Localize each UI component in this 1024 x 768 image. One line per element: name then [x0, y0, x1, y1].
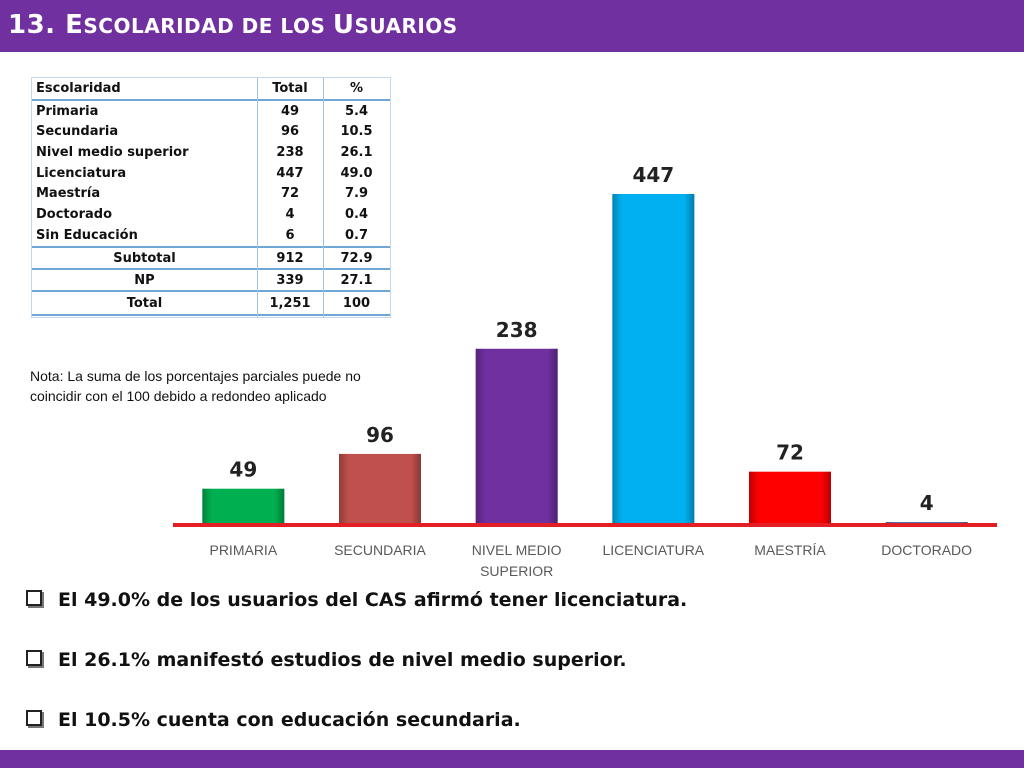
- table-rule: [32, 268, 390, 270]
- table-cell: Secundaria: [36, 124, 119, 139]
- data-label: 96: [366, 423, 394, 447]
- category-label-line: LICENCIATURA: [603, 542, 705, 558]
- table-cell: 6: [285, 228, 295, 243]
- table-cell: 447: [276, 166, 304, 181]
- table-cell: 72: [280, 186, 300, 201]
- table-cell: Doctorado: [36, 207, 112, 222]
- category-label: DOCTORADO: [881, 542, 972, 558]
- table-cell: 10.5: [340, 124, 373, 139]
- title-word: USUARIOS: [332, 10, 458, 40]
- bullet-item: El 26.1% manifestó estudios de nivel med…: [26, 649, 627, 671]
- table-header-cell: Escolaridad: [36, 81, 121, 96]
- table-cell: 0.4: [344, 207, 369, 222]
- data-label: 49: [229, 458, 257, 482]
- table-rule: [32, 246, 390, 248]
- bullet-text: El 26.1% manifestó estudios de nivel med…: [58, 649, 627, 671]
- table-rule: [32, 290, 390, 292]
- table-cell: 0.7: [344, 228, 369, 243]
- table-cell: Total: [126, 296, 163, 311]
- bar-shade: [202, 488, 285, 525]
- table-cell: NP: [134, 273, 155, 288]
- table-cell: 26.1: [340, 145, 373, 160]
- table-cell: 72.9: [340, 251, 373, 266]
- category-label: NIVEL MEDIO SUPERIOR: [472, 542, 562, 579]
- table-cell: Primaria: [36, 104, 99, 119]
- bar-shade: [749, 471, 831, 525]
- category-label: MAESTRÍA: [754, 542, 826, 558]
- rounding-note: Nota: La suma de los porcentajes parcial…: [30, 368, 361, 404]
- table-cell: Sin Educación: [36, 228, 138, 243]
- bullet-text: El 10.5% cuenta con educación secundaria…: [58, 709, 521, 731]
- label-group: 49 PRIMARIA 96 SECUNDARIA 238 NIVEL MEDIO SUPE…: [209, 163, 972, 579]
- table-cell: 1,251: [269, 296, 311, 311]
- table-cell: 4: [285, 207, 295, 222]
- table-column-rule: [257, 78, 258, 317]
- bar-shade: [339, 453, 421, 525]
- category-label: SECUNDARIA: [334, 542, 426, 558]
- table-cell: Licenciatura: [36, 166, 127, 181]
- bar-shade: [612, 194, 695, 525]
- table-cell: Subtotal: [113, 251, 176, 266]
- title-bar: 13. ESCOLARIDAD DE LOS USUARIOS: [0, 0, 1024, 52]
- table-rule: [32, 99, 390, 101]
- table-cell: 49: [280, 104, 300, 119]
- title-word: ESCOLARIDAD DE LOS: [65, 10, 333, 40]
- table-cell: 912: [276, 251, 304, 266]
- data-label: 238: [496, 318, 538, 342]
- bullet-item: El 10.5% cuenta con educación secundaria…: [26, 709, 521, 731]
- table-column-rule: [323, 78, 324, 317]
- category-label: LICENCIATURA: [603, 542, 705, 558]
- table-cell: Maestría: [36, 186, 101, 201]
- table-cell: 49.0: [340, 166, 373, 181]
- table-cell: Nivel medio superior: [36, 145, 189, 160]
- table-cell: 27.1: [340, 273, 373, 288]
- bar-shade: [475, 348, 558, 525]
- bullet-item: El 49.0% de los usuarios del CAS afirmó …: [26, 589, 687, 611]
- footer-bar: [0, 750, 1024, 768]
- table-rule: [32, 314, 390, 316]
- table-cell: 5.4: [344, 104, 369, 119]
- data-label: 72: [776, 441, 804, 465]
- category-label-line: MAESTRÍA: [754, 542, 826, 558]
- table-cell: 339: [276, 273, 304, 288]
- title-number: 13.: [8, 10, 56, 40]
- data-label: 4: [920, 491, 934, 515]
- education-table: Escolaridad Total % Primaria 49 5.4 Secu…: [31, 77, 391, 318]
- table-cell: 100: [342, 296, 371, 311]
- category-label-line: SUPERIOR: [480, 563, 553, 579]
- checkbox-icon: [26, 710, 42, 726]
- category-label-line: NIVEL MEDIO: [472, 542, 562, 558]
- page-title: 13. ESCOLARIDAD DE LOS USUARIOS: [8, 10, 458, 40]
- data-label: 447: [632, 163, 674, 187]
- table-cell: 96: [280, 124, 300, 139]
- category-label-line: PRIMARIA: [209, 542, 277, 558]
- bar-group: [202, 194, 968, 525]
- category-label-line: DOCTORADO: [881, 542, 972, 558]
- bullet-text: El 49.0% de los usuarios del CAS afirmó …: [58, 589, 688, 611]
- table-cell: 7.9: [344, 186, 369, 201]
- education-bar-chart: 49 PRIMARIA 96 SECUNDARIA 238 NIVEL MEDIO SUPE…: [173, 163, 997, 579]
- table-cell: 238: [276, 145, 304, 160]
- table-header-cell: %: [349, 81, 364, 96]
- table-header-cell: Total: [272, 81, 308, 96]
- checkbox-icon: [26, 590, 42, 606]
- checkbox-icon: [26, 650, 42, 666]
- category-label: PRIMARIA: [209, 542, 277, 558]
- category-label-line: SECUNDARIA: [334, 542, 426, 558]
